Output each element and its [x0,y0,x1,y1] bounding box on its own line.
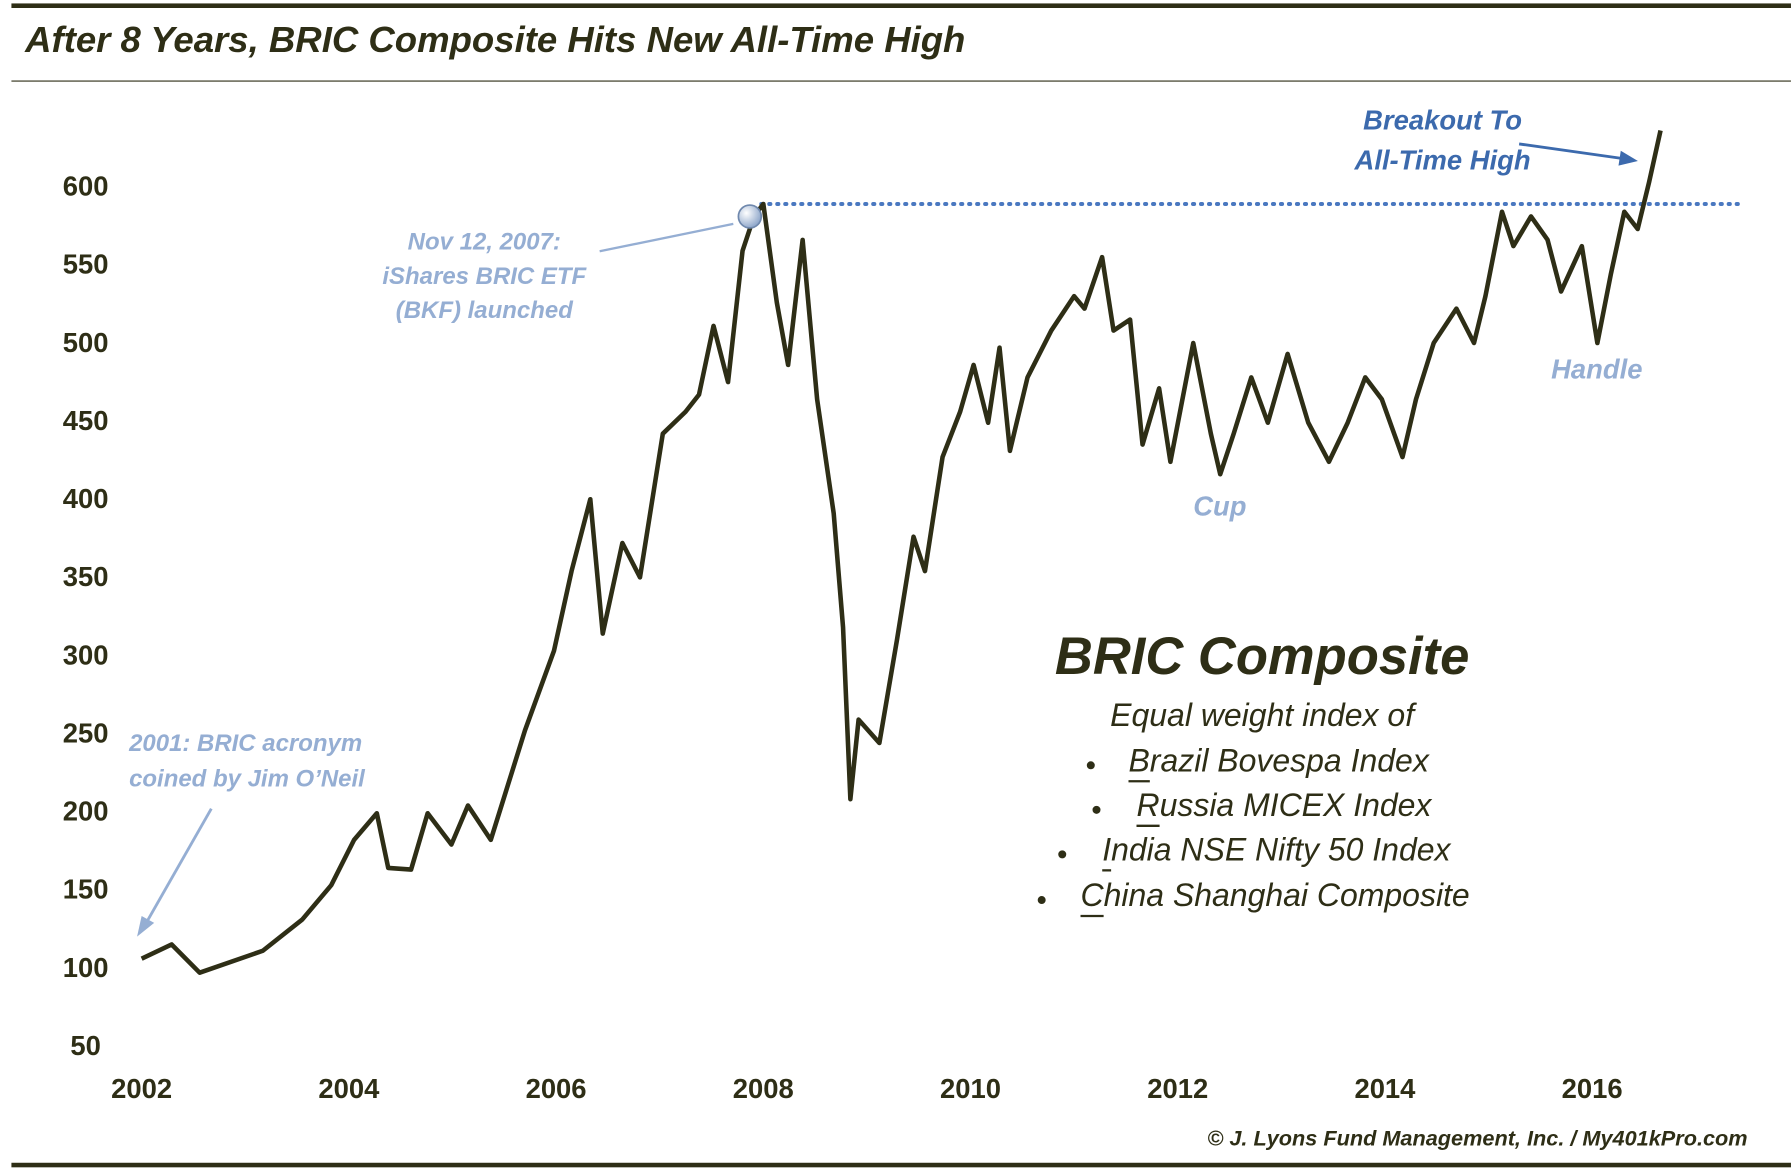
y-tick-label: 550 [63,249,109,280]
x-tick-label: 2014 [1354,1073,1416,1104]
annotation: Nov 12, 2007: [408,229,561,256]
y-tick-label: 100 [63,952,109,983]
bottom-border [11,1162,1791,1168]
legend-title: BRIC Composite [1055,627,1469,686]
annotation: Handle [1551,353,1642,384]
description-item: Brazil Bovespa Index [1128,742,1429,778]
series-line [140,130,1663,975]
y-tick-label: 450 [63,405,109,436]
annotation: (BKF) launched [396,297,574,324]
arrow-head [137,916,155,937]
source: © J. Lyons Fund Management, Inc. / My401… [1207,1126,1747,1151]
annotation: Cup [1193,491,1246,522]
highlight-marker [737,204,763,229]
description-item: China Shanghai Composite [1081,877,1470,913]
description-subtitle: Equal weight index of [1110,697,1417,733]
annotation: 2001: BRIC acronym [128,730,362,757]
annotation: All-Time High [1354,144,1531,175]
bullet [1037,896,1046,905]
chart-title: After 8 Years, BRIC Composite Hits New A… [24,19,965,60]
y-tick-label: 50 [70,1030,100,1061]
x-tick-label: 2012 [1147,1073,1208,1104]
y-tick-label: 300 [63,639,109,670]
bullet [1092,805,1101,814]
bullet [1058,850,1067,859]
annotation-pointer [599,222,734,253]
y-tick-label: 350 [63,561,109,592]
annotation-arrow [144,807,213,924]
annotation-arrow [1518,142,1625,161]
y-tick-label: 150 [63,874,109,905]
annotation: Breakout To [1363,104,1522,135]
x-tick-label: 2016 [1562,1073,1623,1104]
bullet [1086,761,1095,770]
x-tick-label: 2004 [318,1073,380,1104]
arrow-head [1618,150,1638,166]
top-border [11,3,1791,8]
x-tick-label: 2002 [111,1073,172,1104]
y-tick-label: 600 [63,171,109,202]
y-tick-label: 250 [63,717,109,748]
description-item: India NSE Nifty 50 Index [1102,832,1451,868]
y-tick-label: 400 [63,483,109,514]
y-tick-label: 200 [63,796,109,827]
x-tick-label: 2008 [733,1073,794,1104]
annotation: iShares BRIC ETF [382,263,587,290]
annotation: coined by Jim O’Neil [129,765,366,792]
x-tick-label: 2010 [940,1073,1001,1104]
x-tick-label: 2006 [526,1073,587,1104]
y-tick-label: 500 [63,327,109,358]
description-item: Russia MICEX Index [1136,787,1432,823]
chart-body: After 8 Years, BRIC Composite Hits New A… [11,3,1791,1168]
